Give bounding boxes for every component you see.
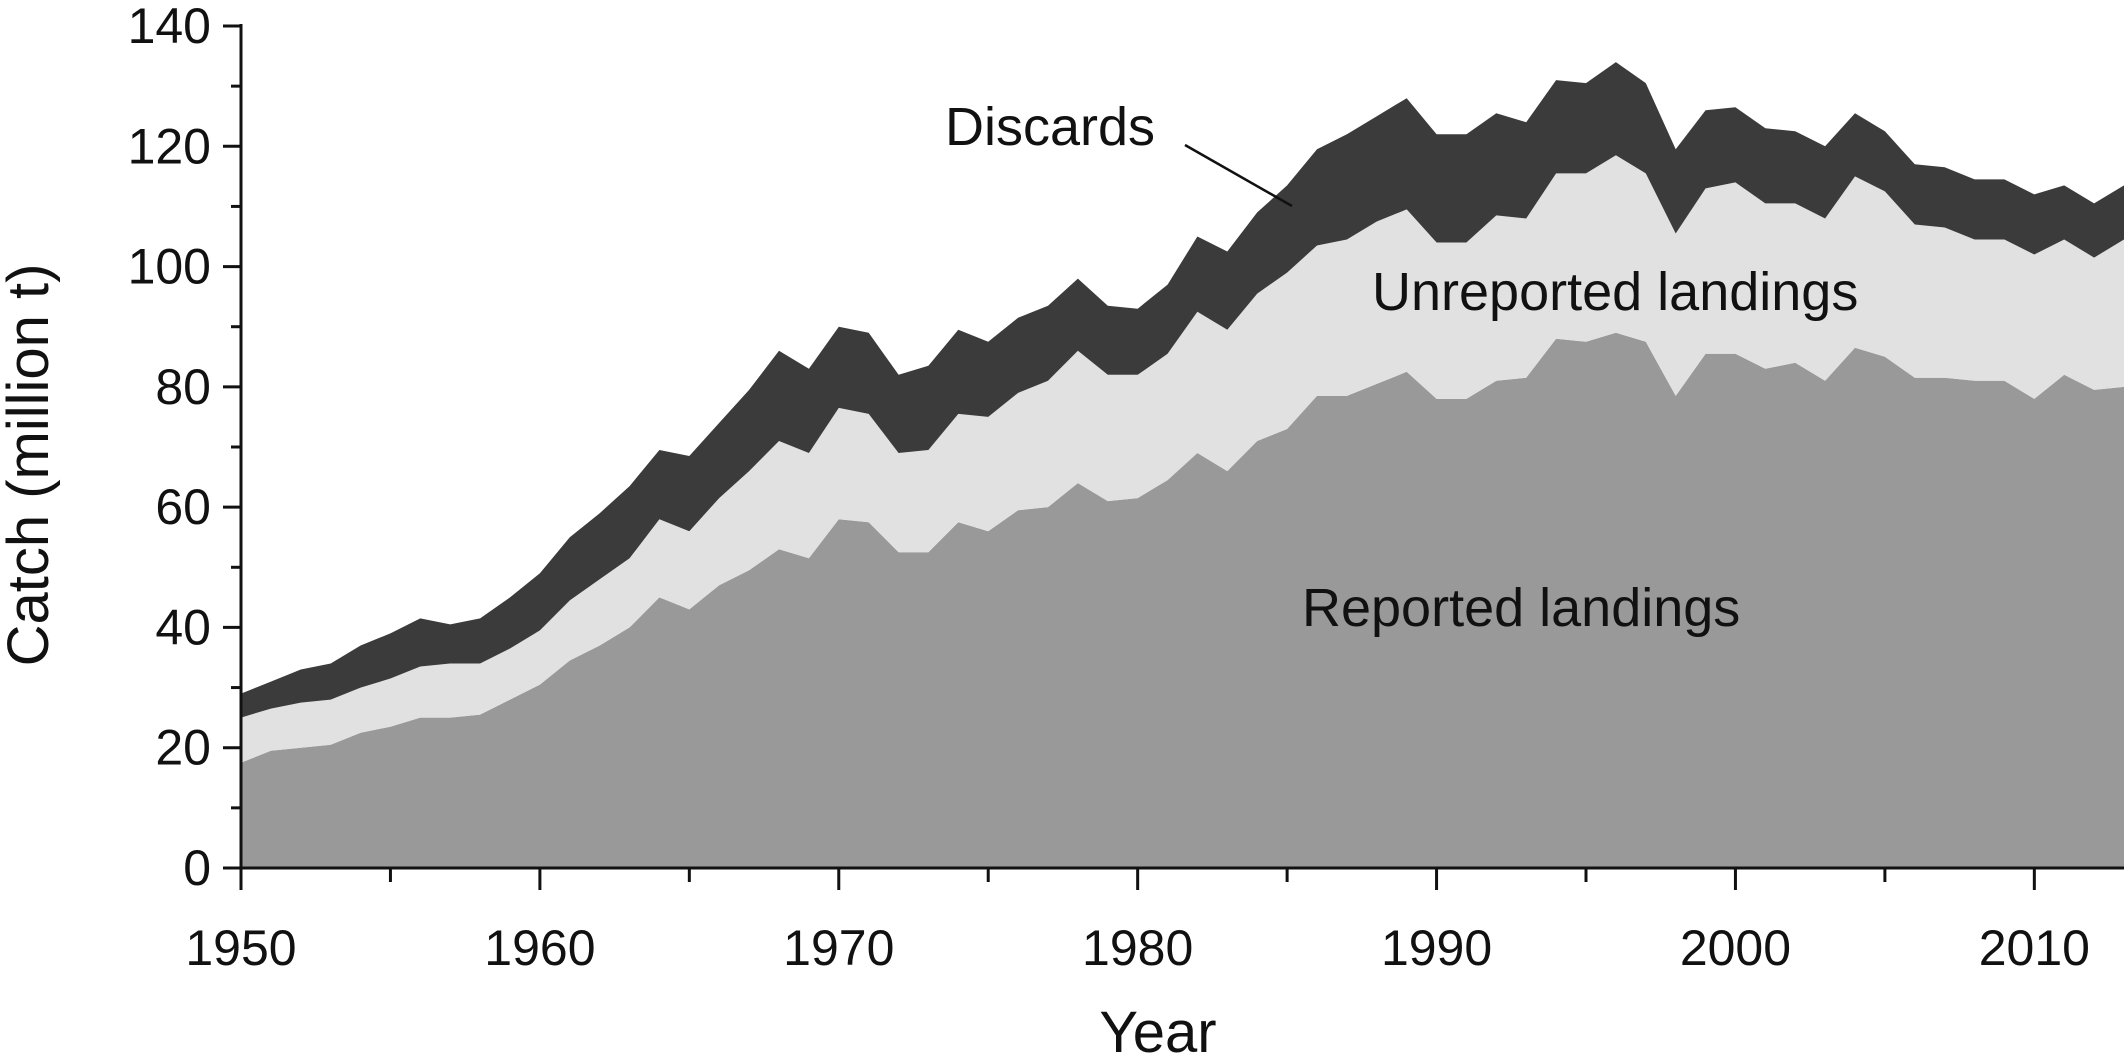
y-tick-label: 60 [155, 479, 211, 535]
y-tick-label: 0 [183, 840, 211, 896]
area-reported [241, 332, 2124, 868]
y-tick-label: 80 [155, 359, 211, 415]
x-tick-label: 1980 [1082, 920, 1193, 976]
x-tick-label: 1950 [185, 920, 296, 976]
x-tick-label: 2000 [1680, 920, 1791, 976]
discards-leader-line [1184, 143, 1293, 208]
unreported-landings-label: Unreported landings [1372, 262, 1858, 322]
area-unreported [241, 155, 2124, 763]
reported-landings-label: Reported landings [1302, 578, 1740, 638]
stacked-areas [241, 62, 2124, 868]
discards-label: Discards [945, 97, 1155, 157]
x-tick-label: 1970 [783, 920, 894, 976]
x-tick-label: 1960 [484, 920, 595, 976]
y-tick-label: 40 [155, 599, 211, 655]
x-axis-title: Year [1099, 1000, 1216, 1058]
x-tick-label: 1990 [1381, 920, 1492, 976]
y-tick-label: 120 [128, 118, 211, 174]
y-axis-title: Catch (million t) [0, 264, 61, 667]
x-tick-label: 2010 [1979, 920, 2090, 976]
y-tick-label: 140 [128, 0, 211, 54]
y-ticks: 0 20 40 60 80 100 120 140 [128, 0, 241, 896]
area-discards [241, 62, 2124, 718]
y-tick-label: 20 [155, 720, 211, 776]
y-tick-label: 100 [128, 239, 211, 295]
x-ticks: 1950 1960 1970 1980 1990 2000 2010 [185, 868, 2090, 976]
